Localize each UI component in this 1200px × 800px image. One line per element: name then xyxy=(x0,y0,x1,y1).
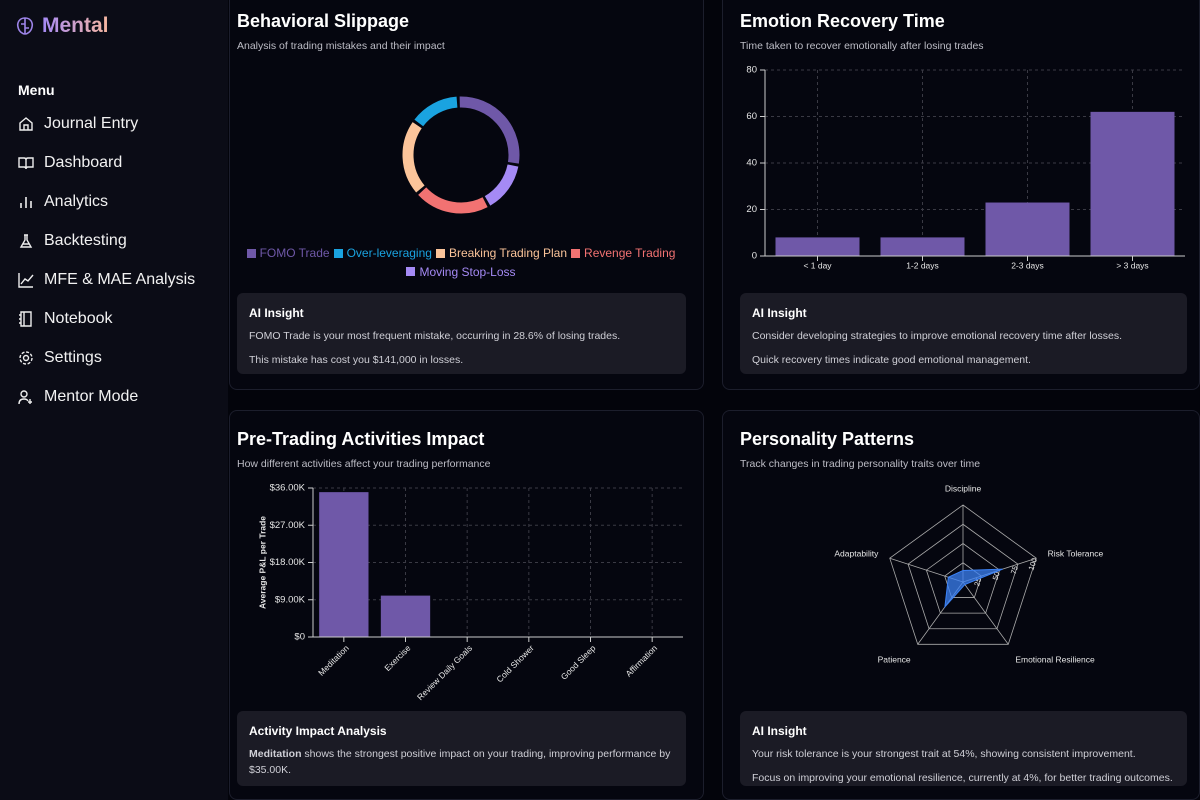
legend-item[interactable]: Moving Stop-Loss xyxy=(406,263,516,281)
insight-box: Activity Impact Analysis Meditation show… xyxy=(237,711,686,786)
panel-subtitle: Analysis of trading mistakes and their i… xyxy=(237,40,445,52)
legend-label: Breaking Trading Plan xyxy=(448,246,568,260)
logo-icon xyxy=(16,17,34,35)
nav-label: Backtesting xyxy=(44,232,127,249)
panel-subtitle: How different activities affect your tra… xyxy=(237,458,491,470)
nav-label: Analytics xyxy=(44,193,109,210)
panel-title: Pre-Trading Activities Impact xyxy=(237,429,485,449)
insight-span: shows the strongest positive impact on y… xyxy=(249,748,671,776)
nav-icon xyxy=(19,351,33,365)
insight-text: Meditation shows the strongest positive … xyxy=(249,747,674,779)
legend-item[interactable]: Breaking Trading Plan xyxy=(435,244,568,262)
legend-item[interactable]: Over-leveraging xyxy=(333,244,432,262)
menu-title: Menu xyxy=(18,82,55,98)
legend-swatch xyxy=(571,248,581,258)
insight-text: Focus on improving your emotional resili… xyxy=(752,771,1173,784)
nav-label: Dashboard xyxy=(44,154,123,171)
legend-swatch xyxy=(435,248,445,258)
insight-title: AI Insight xyxy=(249,306,304,320)
nav-icon xyxy=(19,311,32,327)
panel-subtitle: Time taken to recover emotionally after … xyxy=(740,40,984,52)
nav-item[interactable]: Analytics xyxy=(18,193,108,211)
insight-box: AI Insight Consider developing strategie… xyxy=(740,293,1187,374)
nav-item[interactable]: Mentor Mode xyxy=(18,388,138,406)
legend: FOMO Trade Over-leveraging Breaking Tradin… xyxy=(240,244,682,281)
insight-text: This mistake has cost you $141,000 in lo… xyxy=(249,353,464,366)
nav-label: Journal Entry xyxy=(44,115,139,132)
nav-item[interactable]: Settings xyxy=(18,349,102,367)
logo-text: Mental xyxy=(42,14,109,37)
panel-title: Behavioral Slippage xyxy=(237,11,410,31)
legend-label: FOMO Trade xyxy=(259,246,330,260)
insight-text: FOMO Trade is your most frequent mistake… xyxy=(249,330,621,342)
nav-label: Mentor Mode xyxy=(44,388,139,405)
panel-subtitle: Track changes in trading personality tra… xyxy=(740,458,981,470)
nav-item[interactable]: Notebook xyxy=(18,310,113,328)
legend-item[interactable]: Revenge Trading xyxy=(571,244,675,262)
legend-swatch xyxy=(246,248,256,258)
sidebar: Mental Menu Journal Entry Dashboard Analyt… xyxy=(0,0,228,800)
nav-item[interactable]: Journal Entry xyxy=(18,115,138,133)
nav-icon xyxy=(19,117,33,131)
legend-label: Over-leveraging xyxy=(346,246,432,260)
insight-title: AI Insight xyxy=(752,306,807,320)
nav-item[interactable]: Dashboard xyxy=(18,154,122,172)
panel-title: Emotion Recovery Time xyxy=(740,11,945,31)
legend-label: Revenge Trading xyxy=(584,246,676,260)
insight-box: AI Insight FOMO Trade is your most frequ… xyxy=(237,293,686,374)
insight-box: AI Insight Your risk tolerance is your s… xyxy=(740,711,1187,786)
legend-item[interactable]: FOMO Trade xyxy=(246,244,330,262)
insight-text: Consider developing strategies to improv… xyxy=(752,330,1123,342)
nav-label: MFE & MAE Analysis xyxy=(44,271,196,288)
insight-text: Your risk tolerance is your strongest tr… xyxy=(752,748,1136,760)
nav-icon xyxy=(19,234,33,248)
insight-title: Activity Impact Analysis xyxy=(249,724,387,738)
logo[interactable]: Mental xyxy=(14,14,109,38)
nav-item[interactable]: MFE & MAE Analysis xyxy=(18,271,195,289)
nav-icon xyxy=(20,197,32,208)
nav-label: Settings xyxy=(44,349,102,366)
legend-swatch xyxy=(333,248,343,258)
nav-item[interactable]: Backtesting xyxy=(18,232,127,250)
insight-text: Quick recovery times indicate good emoti… xyxy=(752,353,1031,366)
nav-icon xyxy=(18,390,32,405)
panel-title: Personality Patterns xyxy=(740,429,915,449)
insight-title: AI Insight xyxy=(752,724,807,738)
nav-label: Notebook xyxy=(44,310,113,327)
nav-icon xyxy=(18,273,34,288)
nav-icon xyxy=(18,157,34,170)
insight-strong: Meditation xyxy=(249,748,302,760)
legend-label: Moving Stop-Loss xyxy=(419,264,516,279)
legend-swatch xyxy=(406,267,416,276)
